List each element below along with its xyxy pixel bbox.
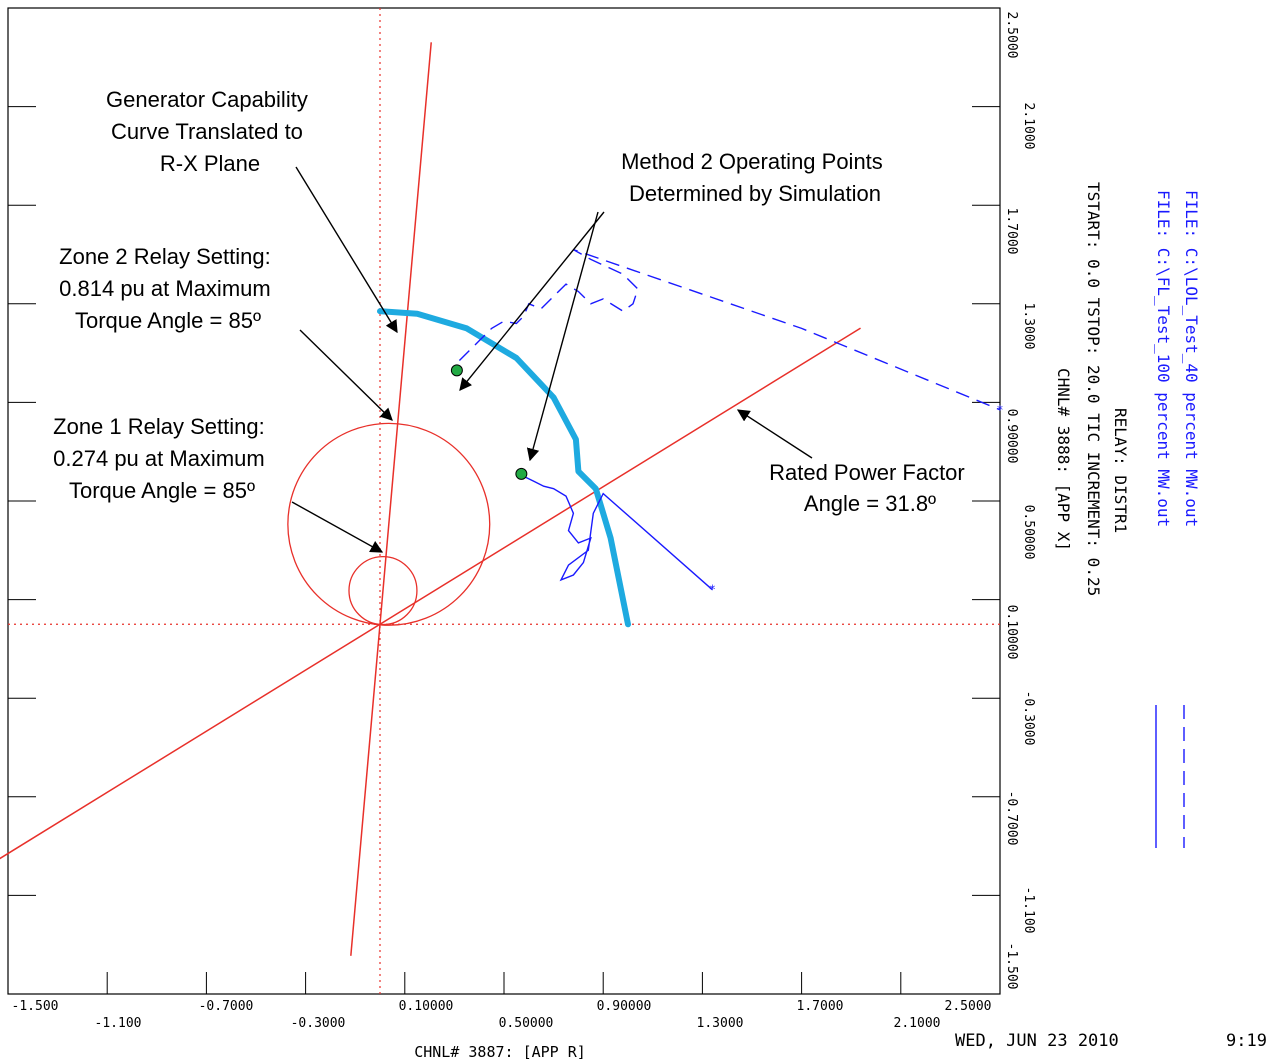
side-chnl-y: CHNL# 3888: [APP X] — [1054, 368, 1073, 551]
y-tick-label: 0.10000 — [1004, 605, 1019, 660]
capability-curve — [377, 308, 631, 628]
side-file1: FILE: C:\LOL_Test_40 percent MW.out — [1182, 190, 1201, 527]
y-tick-label: 2.1000 — [1021, 103, 1036, 150]
annotation-method2: Method 2 Operating Points Determined by … — [621, 149, 889, 206]
x-tick-label: -0.3000 — [291, 1016, 346, 1031]
annotation-arrow — [299, 329, 393, 421]
y-tick-label: 2.5000 — [1004, 12, 1019, 59]
series-end-marker: * — [996, 403, 1003, 417]
annotation-arrows — [291, 166, 813, 553]
x-tick-label: -1.100 — [95, 1016, 142, 1031]
y-tick-label: 0.90000 — [1004, 409, 1019, 464]
legend — [1155, 705, 1185, 848]
series-line-2 — [523, 475, 713, 591]
axis-ticks — [7, 7, 1001, 995]
x-tick-label: 0.90000 — [597, 999, 652, 1014]
x-tick-label: -1.500 — [12, 999, 59, 1014]
annotation-arrow — [459, 211, 605, 391]
annotation-rated-pf: Rated Power Factor Angle = 31.8º — [769, 460, 971, 516]
x-tick-label: 1.7000 — [797, 999, 844, 1014]
series-group: ** — [458, 248, 1004, 597]
power-factor-line — [0, 327, 861, 860]
torque-angle-line — [350, 42, 432, 956]
operating-point — [450, 364, 463, 377]
x-axis-label: CHNL# 3887: [APP R] — [414, 1043, 586, 1061]
y-tick-label: -1.500 — [1004, 943, 1019, 990]
x-tick-labels: -1.500 -0.7000 0.10000 0.90000 1.7000 2.… — [12, 999, 992, 1031]
series-end-marker: * — [709, 583, 716, 597]
annotation-zone2: Zone 2 Relay Setting: 0.814 pu at Maximu… — [59, 244, 277, 333]
y-tick-labels: 2.5000 1.7000 0.90000 0.10000 -0.7000 -1… — [1004, 12, 1036, 990]
y-tick-label: -0.7000 — [1004, 791, 1019, 846]
side-file2: FILE: C:\FL_Test_100 percent MW.out — [1154, 190, 1173, 527]
operating-points — [450, 364, 528, 480]
series-line-1 — [458, 248, 1001, 411]
x-tick-label: -0.7000 — [199, 999, 254, 1014]
x-tick-label: 1.3000 — [697, 1016, 744, 1031]
reference-lines — [0, 42, 861, 956]
side-info: RELAY: DISTR1 TSTART: 0.0 TSTOP: 20.0 TI… — [1054, 182, 1201, 596]
origin-axes — [8, 8, 1000, 994]
footer-time: 9:19 — [1226, 1031, 1267, 1051]
x-tick-label: 0.50000 — [499, 1016, 554, 1031]
x-tick-label: 2.5000 — [945, 999, 992, 1014]
y-tick-label: 1.7000 — [1004, 208, 1019, 255]
y-tick-label: -1.100 — [1021, 887, 1036, 934]
operating-point — [515, 467, 528, 480]
annotation-arrow — [295, 166, 398, 334]
annotation-capability: Generator Capability Curve Translated to… — [106, 87, 314, 176]
annotation-arrow — [736, 409, 813, 459]
annotation-arrow — [526, 211, 599, 462]
x-tick-label: 2.1000 — [894, 1016, 941, 1031]
mho-circle-zone-1 — [348, 555, 418, 626]
mho-circle-zone-2 — [287, 422, 491, 626]
annotation-zone1: Zone 1 Relay Setting: 0.274 pu at Maximu… — [53, 414, 271, 503]
y-tick-label: -0.3000 — [1021, 691, 1036, 746]
x-tick-label: 0.10000 — [399, 999, 454, 1014]
side-relay: RELAY: DISTR1 — [1111, 408, 1130, 533]
annotation-arrow — [291, 501, 384, 553]
annotations: Generator Capability Curve Translated to… — [53, 87, 971, 516]
y-tick-label: 0.50000 — [1021, 505, 1036, 560]
side-tstart: TSTART: 0.0 TSTOP: 20.0 TIC INCREMENT: 0… — [1084, 182, 1103, 596]
footer-date: WED, JUN 23 2010 — [955, 1031, 1119, 1051]
y-tick-label: 1.3000 — [1021, 303, 1036, 350]
